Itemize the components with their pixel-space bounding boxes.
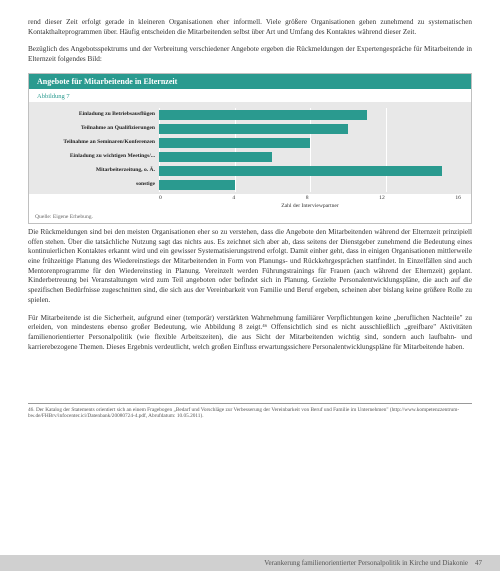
footnote-46: 46. Der Katalog der Statements orientier…: [28, 403, 472, 420]
chart-bar-track: [159, 122, 461, 136]
chart-row: Mitarbeiterzeitung, o. Ä.: [39, 164, 461, 178]
chart-bar: [159, 124, 348, 134]
chart-row: Teilnahme an Seminaren/Konferenzen: [39, 136, 461, 150]
para-body-1: Die Rückmeldungen sind bei den meisten O…: [28, 228, 472, 306]
chart-x-label: Zahl der Interviewpartner: [149, 201, 471, 211]
chart-row-label: sonstige: [39, 182, 159, 188]
chart-row: Einladung zu wichtigen Meetings/...: [39, 150, 461, 164]
chart-x-tick: 16: [455, 195, 461, 201]
elternzeit-chart: Angebote für Mitarbeitende in Elternzeit…: [28, 73, 472, 224]
page-footer: Verankerung familienorientierter Persona…: [0, 555, 500, 571]
para-intro-1: rend dieser Zeit erfolgt gerade in klein…: [28, 18, 472, 37]
chart-row-label: Mitarbeiterzeitung, o. Ä.: [39, 168, 159, 174]
chart-bar: [159, 152, 272, 162]
chart-bar-track: [159, 150, 461, 164]
chart-row-label: Einladung zu wichtigen Meetings/...: [39, 154, 159, 160]
chart-bar-track: [159, 136, 461, 150]
chart-bar: [159, 138, 310, 148]
chart-x-axis: 0 4 8 12 16: [29, 194, 471, 201]
chart-x-tick: 0: [159, 195, 162, 201]
chart-row: Einladung zu Betriebsausflügen: [39, 108, 461, 122]
chart-row-label: Einladung zu Betriebsausflügen: [39, 112, 159, 118]
chart-row: Teilnahme an Qualifizierungen: [39, 122, 461, 136]
para-intro-2: Bezüglich des Angebotsspektrums und der …: [28, 45, 472, 64]
chart-bar-track: [159, 108, 461, 122]
chart-bar: [159, 180, 235, 190]
chart-bar-track: [159, 178, 461, 192]
chart-source: Quelle: Eigene Erhebung.: [29, 211, 471, 223]
chart-bar-track: [159, 164, 461, 178]
chart-row: sonstige: [39, 178, 461, 192]
chart-x-tick: 8: [306, 195, 309, 201]
chart-title: Angebote für Mitarbeitende in Elternzeit: [29, 74, 471, 89]
chart-plot-area: Einladung zu Betriebsausflügen Teilnahme …: [29, 102, 471, 194]
chart-row-label: Teilnahme an Qualifizierungen: [39, 126, 159, 132]
para-body-2: Für Mitarbeitende ist die Sicherheit, au…: [28, 314, 472, 353]
chart-subtitle: Abbildung 7: [29, 89, 471, 102]
chart-row-label: Teilnahme an Seminaren/Konferenzen: [39, 140, 159, 146]
chart-x-tick: 4: [232, 195, 235, 201]
footer-page-number: 47: [475, 559, 482, 567]
footer-title: Verankerung familienorientierter Persona…: [264, 559, 468, 567]
chart-x-tick: 12: [379, 195, 385, 201]
chart-bar: [159, 166, 442, 176]
chart-bar: [159, 110, 367, 120]
